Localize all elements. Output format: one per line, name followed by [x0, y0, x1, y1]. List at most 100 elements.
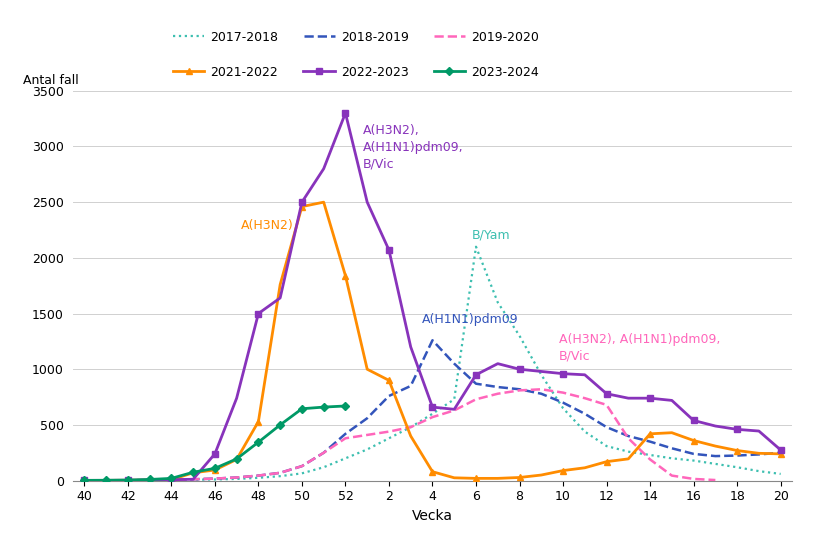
2018-2019	[536, 390, 546, 397]
2017-2018	[580, 428, 590, 435]
2018-2019	[384, 392, 394, 399]
2019-2020	[601, 402, 611, 408]
2019-2020	[362, 431, 372, 438]
2021-2022	[601, 459, 611, 465]
2021-2022	[384, 377, 394, 383]
2017-2018	[384, 435, 394, 442]
2018-2019	[689, 451, 698, 457]
2019-2020	[210, 475, 220, 482]
2021-2022	[493, 475, 503, 482]
2021-2022	[580, 465, 590, 471]
2022-2023	[580, 372, 590, 378]
Line: 2018-2019: 2018-2019	[84, 340, 781, 481]
2019-2020	[123, 477, 133, 483]
Text: A(H3N2),
A(H1N1)pdm09,
B/Vic: A(H3N2), A(H1N1)pdm09, B/Vic	[363, 124, 463, 171]
2017-2018	[493, 299, 503, 305]
2021-2022	[558, 467, 568, 474]
2018-2019	[188, 476, 198, 482]
Text: A(H3N2), A(H1N1)pdm09,
B/Vic: A(H3N2), A(H1N1)pdm09, B/Vic	[559, 333, 720, 363]
2018-2019	[645, 438, 655, 445]
2023-2024	[340, 403, 350, 409]
Line: 2021-2022: 2021-2022	[81, 199, 784, 484]
2018-2019	[362, 415, 372, 421]
2022-2023	[384, 247, 394, 253]
2021-2022	[776, 451, 786, 457]
2021-2022	[166, 476, 176, 483]
2022-2023	[667, 397, 676, 404]
2021-2022	[623, 456, 633, 462]
2022-2023	[188, 476, 198, 482]
2019-2020	[689, 476, 698, 482]
2022-2023	[254, 310, 264, 317]
2022-2023	[362, 199, 372, 206]
2017-2018	[340, 455, 350, 461]
Line: 2023-2024: 2023-2024	[82, 403, 348, 483]
2018-2019	[493, 384, 503, 390]
2019-2020	[188, 476, 198, 482]
2021-2022	[450, 475, 459, 481]
2018-2019	[601, 424, 611, 430]
2019-2020	[428, 414, 437, 420]
2023-2024	[79, 477, 89, 484]
2021-2022	[123, 477, 133, 483]
2022-2023	[711, 423, 721, 429]
2021-2022	[754, 450, 764, 457]
2017-2018	[188, 476, 198, 483]
2017-2018	[210, 476, 220, 483]
2019-2020	[623, 435, 633, 442]
2019-2020	[406, 424, 415, 430]
2018-2019	[166, 476, 176, 483]
2017-2018	[319, 464, 329, 470]
2017-2018	[667, 455, 676, 461]
2022-2023	[732, 426, 742, 433]
2023-2024	[319, 404, 329, 410]
2021-2022	[645, 430, 655, 437]
2022-2023	[515, 366, 525, 372]
2023-2024	[275, 422, 285, 428]
2021-2022	[536, 472, 546, 478]
2022-2023	[689, 417, 698, 423]
2019-2020	[144, 477, 154, 483]
2021-2022	[689, 437, 698, 444]
2022-2023	[275, 295, 285, 301]
2022-2023	[210, 451, 220, 457]
2019-2020	[667, 473, 676, 479]
2019-2020	[711, 477, 721, 483]
2022-2023	[776, 447, 786, 453]
2018-2019	[580, 411, 590, 417]
2018-2019	[254, 473, 264, 479]
2023-2024	[297, 405, 307, 412]
2018-2019	[776, 450, 786, 456]
2017-2018	[732, 464, 742, 470]
2017-2018	[101, 477, 111, 484]
2017-2018	[776, 470, 786, 477]
2023-2024	[188, 469, 198, 475]
2017-2018	[711, 461, 721, 467]
2021-2022	[144, 477, 154, 483]
2021-2022	[340, 272, 350, 279]
Text: A(H1N1)pdm09: A(H1N1)pdm09	[422, 313, 518, 326]
2022-2023	[319, 166, 329, 172]
2021-2022	[297, 203, 307, 210]
2019-2020	[493, 390, 503, 397]
2022-2023	[450, 406, 459, 413]
2023-2024	[210, 465, 220, 472]
2021-2022	[667, 429, 676, 436]
2019-2020	[101, 477, 111, 484]
2019-2020	[536, 386, 546, 392]
2023-2024	[166, 475, 176, 482]
2018-2019	[297, 463, 307, 469]
2018-2019	[406, 383, 415, 389]
2022-2023	[123, 477, 133, 483]
2022-2023	[623, 395, 633, 402]
2022-2023	[471, 372, 481, 378]
2017-2018	[166, 477, 176, 483]
2023-2024	[123, 477, 133, 483]
2017-2018	[297, 470, 307, 476]
2018-2019	[101, 477, 111, 484]
2022-2023	[297, 199, 307, 206]
2018-2019	[471, 381, 481, 387]
Text: Antal fall: Antal fall	[23, 74, 79, 87]
2017-2018	[601, 443, 611, 449]
2018-2019	[754, 451, 764, 458]
